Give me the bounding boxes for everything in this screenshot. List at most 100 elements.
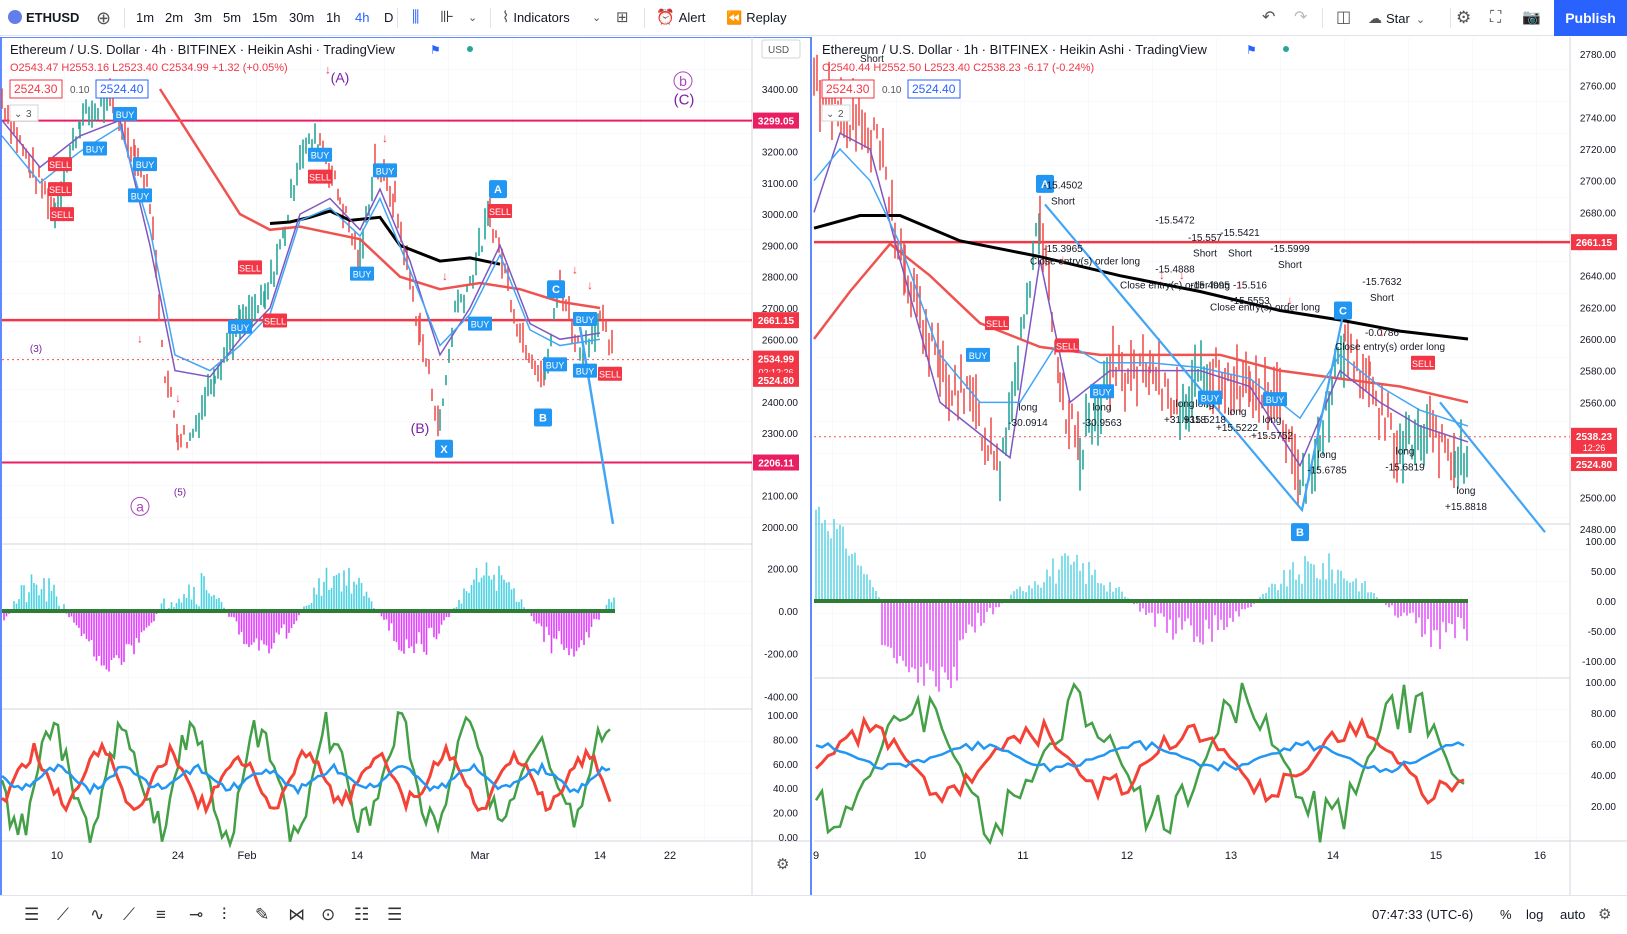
signal-marker[interactable] — [50, 207, 74, 222]
symbol-search[interactable]: ETHUSD — [8, 0, 79, 36]
layout-icon[interactable]: ◫ — [1336, 9, 1352, 26]
signal-marker[interactable] — [468, 316, 492, 331]
flag-icon[interactable]: ⚑ — [430, 43, 441, 57]
gear-icon[interactable]: ⚙ — [1598, 906, 1612, 923]
interval-2m[interactable]: 2m — [165, 10, 184, 25]
wave-icon[interactable]: ∿ — [90, 905, 105, 924]
signal-marker[interactable] — [573, 363, 597, 378]
pattern-point-marker[interactable] — [534, 408, 552, 427]
clock-readout[interactable]: 07:47:33 (UTC-6) — [1372, 907, 1474, 922]
signal-marker[interactable] — [228, 319, 252, 334]
indicators-button[interactable]: ⌇ Indicators — [502, 9, 570, 26]
right-time-axis[interactable]: 9 10 11 12 13 14 15 16 — [813, 850, 1546, 862]
signal-marker[interactable] — [48, 182, 72, 197]
sell-price-box[interactable] — [821, 79, 875, 99]
compare-symbol-icon[interactable]: ⊕ — [96, 8, 112, 28]
signal-marker[interactable] — [1198, 390, 1222, 405]
interval-1m[interactable]: 1m — [136, 10, 155, 25]
signal-marker[interactable] — [238, 260, 262, 275]
pattern-point-marker[interactable] — [547, 280, 565, 299]
signal-marker[interactable] — [985, 316, 1009, 331]
pattern-icon[interactable]: ⟋ — [57, 905, 69, 924]
levels-icon[interactable]: ☰ — [387, 905, 403, 924]
signal-marker[interactable] — [1090, 384, 1114, 399]
xabcd-icon[interactable]: ⋈ — [288, 905, 305, 924]
candles-icon[interactable]: ⊪ — [440, 9, 454, 26]
signal-marker[interactable] — [263, 313, 287, 328]
redo-icon[interactable]: ↷ — [1294, 9, 1308, 26]
fullscreen-icon[interactable]: ⛶ — [1490, 9, 1502, 26]
signal-marker[interactable] — [1055, 338, 1079, 353]
pattern-point-marker[interactable] — [1036, 174, 1054, 193]
right-price-pane[interactable] — [814, 38, 1570, 523]
auto-toggle[interactable]: auto — [1560, 907, 1586, 922]
signal-marker[interactable] — [966, 347, 990, 362]
signal-marker[interactable] — [113, 107, 137, 122]
signal-marker[interactable] — [350, 266, 374, 281]
brush-icon[interactable]: ✎ — [255, 905, 270, 924]
indicators-collapse-button[interactable] — [9, 104, 39, 122]
signal-marker[interactable] — [488, 204, 512, 219]
signal-marker[interactable] — [308, 147, 332, 162]
arrow-marker: ↓ — [1179, 268, 1185, 282]
signal-marker[interactable] — [373, 163, 397, 178]
signal-marker[interactable] — [543, 357, 567, 372]
interval-1h[interactable]: 1h — [326, 10, 341, 25]
right-chart[interactable]: A B C Short -15.4502 Short -15.3965 Close entry… — [776, 37, 1627, 895]
cursor-icon[interactable]: ☰ — [24, 905, 40, 924]
layout-name-button[interactable]: ☁ Star ⌄ — [1368, 10, 1426, 26]
publish-button[interactable]: Publish — [1554, 0, 1627, 36]
interval-D[interactable]: D — [384, 10, 394, 25]
left-time-axis[interactable]: 10 24 Feb 14 Mar 14 22 — [51, 850, 676, 862]
pattern-point-marker[interactable] — [1334, 301, 1352, 320]
log-toggle[interactable]: log — [1526, 907, 1544, 922]
interval-30m[interactable]: 30m — [289, 10, 315, 25]
chevron-down-icon[interactable]: ⌄ — [468, 12, 478, 24]
left-price-pane[interactable] — [2, 38, 752, 543]
signal-marker[interactable] — [83, 141, 107, 156]
interval-15m[interactable]: 15m — [252, 10, 278, 25]
camera-icon[interactable]: 📷 — [1522, 9, 1541, 26]
sell-price-box[interactable] — [9, 79, 63, 99]
percent-toggle[interactable]: % — [1500, 907, 1512, 922]
projection-line[interactable] — [578, 326, 615, 525]
signal-marker[interactable] — [48, 157, 72, 172]
pattern-point-marker[interactable] — [435, 439, 453, 458]
gear-icon[interactable]: ⚙ — [1456, 8, 1472, 27]
trend-line-icon[interactable]: ⟋ — [123, 905, 135, 924]
pattern-point-marker[interactable] — [489, 180, 507, 199]
flag-icon[interactable]: ⚑ — [1246, 43, 1257, 57]
fib-icon[interactable]: ≡ — [156, 905, 166, 924]
buy-price-box[interactable] — [95, 79, 149, 99]
chevron-down-icon[interactable]: ⌄ — [592, 12, 602, 24]
pattern-zigzag-line[interactable] — [1044, 203, 1345, 513]
magnet-icon[interactable]: ⊙ — [321, 905, 336, 924]
alert-button[interactable]: ⏰ Alert — [656, 9, 706, 26]
indicators-collapse-button[interactable] — [821, 104, 851, 122]
measure-icon[interactable]: ⫶ — [222, 905, 227, 924]
signal-marker[interactable] — [308, 169, 332, 184]
ruler-icon[interactable]: ☷ — [354, 905, 370, 924]
signal-marker[interactable] — [573, 311, 597, 326]
signal-label: SELL — [49, 160, 71, 170]
templates-icon[interactable]: ⊞ — [616, 9, 629, 26]
buy-price-box[interactable] — [907, 79, 961, 99]
interval-4h[interactable]: 4h — [355, 10, 370, 25]
interval-5m[interactable]: 5m — [223, 10, 242, 25]
replay-button[interactable]: ⏪ Replay — [726, 10, 787, 25]
signal-marker[interactable] — [1411, 355, 1435, 370]
gear-icon[interactable]: ⚙ — [776, 856, 789, 873]
signal-marker[interactable] — [598, 366, 622, 381]
interval-3m[interactable]: 3m — [194, 10, 213, 25]
signal-marker[interactable] — [128, 188, 152, 203]
left-chart[interactable]: (3) (5) a b (C) (A) (B) A B C X SELL BUY BUY BUY SELL BU… — [0, 37, 812, 895]
chart-area[interactable]: (3)(5)ab(C)(A)(B)ABCXSELLBUYBUYBUYSELLBU… — [0, 37, 1627, 895]
signal-marker[interactable] — [133, 157, 157, 172]
pattern-point-marker[interactable] — [1291, 523, 1309, 542]
bar-style-icon[interactable]: ⫼ — [412, 9, 420, 26]
horizontal-line-icon[interactable]: ⊸ — [189, 905, 204, 924]
undo-icon[interactable]: ↶ — [1262, 9, 1276, 26]
projection-line[interactable] — [1439, 401, 1546, 533]
signal-marker[interactable] — [1263, 392, 1287, 407]
currency-selector[interactable] — [761, 39, 801, 59]
